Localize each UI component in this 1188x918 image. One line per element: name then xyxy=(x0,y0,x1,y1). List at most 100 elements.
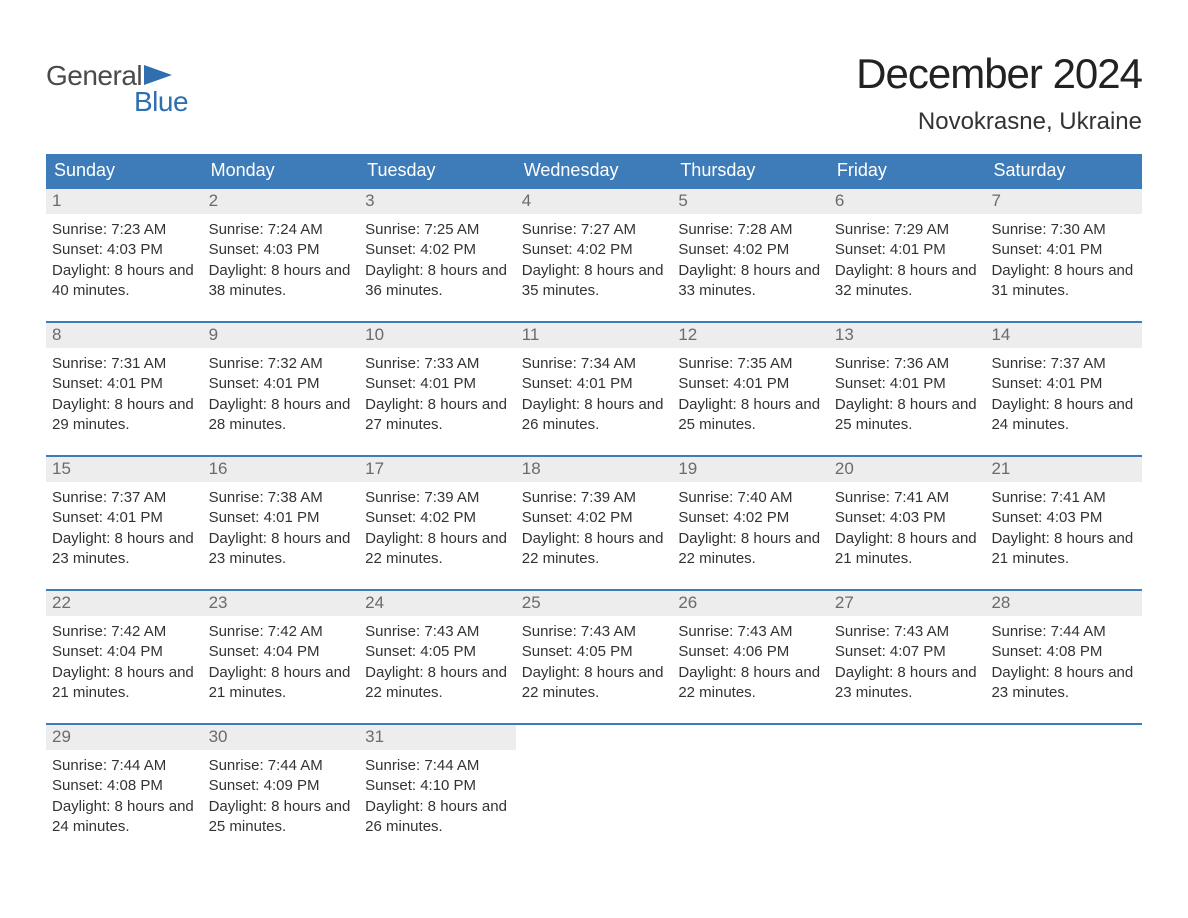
day-number: 16 xyxy=(203,457,360,482)
daylight-line: Daylight: 8 hours and 23 minutes. xyxy=(835,663,980,704)
sunrise-line: Sunrise: 7:44 AM xyxy=(991,622,1136,642)
calendar-day: 7Sunrise: 7:30 AMSunset: 4:01 PMDaylight… xyxy=(985,189,1142,307)
sunrise-line: Sunrise: 7:24 AM xyxy=(209,220,354,240)
calendar-week: 1Sunrise: 7:23 AMSunset: 4:03 PMDaylight… xyxy=(46,187,1142,307)
day-number: 8 xyxy=(46,323,203,348)
day-number: 5 xyxy=(672,189,829,214)
calendar-day: 14Sunrise: 7:37 AMSunset: 4:01 PMDayligh… xyxy=(985,323,1142,441)
calendar: Sunday Monday Tuesday Wednesday Thursday… xyxy=(46,154,1142,843)
calendar-day: 13Sunrise: 7:36 AMSunset: 4:01 PMDayligh… xyxy=(829,323,986,441)
calendar-day: 21Sunrise: 7:41 AMSunset: 4:03 PMDayligh… xyxy=(985,457,1142,575)
sunrise-line: Sunrise: 7:40 AM xyxy=(678,488,823,508)
logo: General Blue xyxy=(46,50,188,118)
daylight-line: Daylight: 8 hours and 23 minutes. xyxy=(991,663,1136,704)
day-number: 1 xyxy=(46,189,203,214)
day-details: Sunrise: 7:27 AMSunset: 4:02 PMDaylight:… xyxy=(516,214,673,307)
day-number: 2 xyxy=(203,189,360,214)
day-number: 7 xyxy=(985,189,1142,214)
sunset-line: Sunset: 4:08 PM xyxy=(52,776,197,796)
day-number: 6 xyxy=(829,189,986,214)
sunrise-line: Sunrise: 7:30 AM xyxy=(991,220,1136,240)
day-details: Sunrise: 7:30 AMSunset: 4:01 PMDaylight:… xyxy=(985,214,1142,307)
sunrise-line: Sunrise: 7:37 AM xyxy=(52,488,197,508)
sunset-line: Sunset: 4:02 PM xyxy=(522,240,667,260)
sunrise-line: Sunrise: 7:25 AM xyxy=(365,220,510,240)
weekday-header: Friday xyxy=(829,154,986,187)
calendar-day: 20Sunrise: 7:41 AMSunset: 4:03 PMDayligh… xyxy=(829,457,986,575)
sunset-line: Sunset: 4:04 PM xyxy=(209,642,354,662)
calendar-day: 5Sunrise: 7:28 AMSunset: 4:02 PMDaylight… xyxy=(672,189,829,307)
daylight-line: Daylight: 8 hours and 27 minutes. xyxy=(365,395,510,436)
calendar-day: 25Sunrise: 7:43 AMSunset: 4:05 PMDayligh… xyxy=(516,591,673,709)
sunset-line: Sunset: 4:05 PM xyxy=(365,642,510,662)
day-details: Sunrise: 7:35 AMSunset: 4:01 PMDaylight:… xyxy=(672,348,829,441)
daylight-line: Daylight: 8 hours and 25 minutes. xyxy=(209,797,354,838)
sunset-line: Sunset: 4:01 PM xyxy=(209,508,354,528)
sunrise-line: Sunrise: 7:42 AM xyxy=(52,622,197,642)
day-details: Sunrise: 7:39 AMSunset: 4:02 PMDaylight:… xyxy=(359,482,516,575)
sunset-line: Sunset: 4:04 PM xyxy=(52,642,197,662)
day-details: Sunrise: 7:29 AMSunset: 4:01 PMDaylight:… xyxy=(829,214,986,307)
weekday-header: Sunday xyxy=(46,154,203,187)
calendar-day: 16Sunrise: 7:38 AMSunset: 4:01 PMDayligh… xyxy=(203,457,360,575)
day-details: Sunrise: 7:44 AMSunset: 4:08 PMDaylight:… xyxy=(46,750,203,843)
day-number: 17 xyxy=(359,457,516,482)
sunrise-line: Sunrise: 7:44 AM xyxy=(365,756,510,776)
day-details: Sunrise: 7:33 AMSunset: 4:01 PMDaylight:… xyxy=(359,348,516,441)
calendar-day: 23Sunrise: 7:42 AMSunset: 4:04 PMDayligh… xyxy=(203,591,360,709)
day-details: Sunrise: 7:44 AMSunset: 4:09 PMDaylight:… xyxy=(203,750,360,843)
sunset-line: Sunset: 4:10 PM xyxy=(365,776,510,796)
day-details: Sunrise: 7:39 AMSunset: 4:02 PMDaylight:… xyxy=(516,482,673,575)
daylight-line: Daylight: 8 hours and 35 minutes. xyxy=(522,261,667,302)
sunset-line: Sunset: 4:08 PM xyxy=(991,642,1136,662)
day-details: Sunrise: 7:41 AMSunset: 4:03 PMDaylight:… xyxy=(829,482,986,575)
day-details: Sunrise: 7:34 AMSunset: 4:01 PMDaylight:… xyxy=(516,348,673,441)
daylight-line: Daylight: 8 hours and 21 minutes. xyxy=(835,529,980,570)
sunset-line: Sunset: 4:01 PM xyxy=(991,374,1136,394)
sunrise-line: Sunrise: 7:27 AM xyxy=(522,220,667,240)
sunset-line: Sunset: 4:01 PM xyxy=(52,374,197,394)
sunrise-line: Sunrise: 7:32 AM xyxy=(209,354,354,374)
sunset-line: Sunset: 4:01 PM xyxy=(835,240,980,260)
day-number: 25 xyxy=(516,591,673,616)
daylight-line: Daylight: 8 hours and 21 minutes. xyxy=(52,663,197,704)
day-number: 19 xyxy=(672,457,829,482)
calendar-week: 8Sunrise: 7:31 AMSunset: 4:01 PMDaylight… xyxy=(46,321,1142,441)
daylight-line: Daylight: 8 hours and 22 minutes. xyxy=(678,663,823,704)
calendar-day: 3Sunrise: 7:25 AMSunset: 4:02 PMDaylight… xyxy=(359,189,516,307)
calendar-day: 18Sunrise: 7:39 AMSunset: 4:02 PMDayligh… xyxy=(516,457,673,575)
sunrise-line: Sunrise: 7:37 AM xyxy=(991,354,1136,374)
calendar-day: 29Sunrise: 7:44 AMSunset: 4:08 PMDayligh… xyxy=(46,725,203,843)
day-details: Sunrise: 7:37 AMSunset: 4:01 PMDaylight:… xyxy=(985,348,1142,441)
calendar-day: 1Sunrise: 7:23 AMSunset: 4:03 PMDaylight… xyxy=(46,189,203,307)
calendar-day xyxy=(516,725,673,843)
calendar-day xyxy=(672,725,829,843)
calendar-day xyxy=(985,725,1142,843)
calendar-day xyxy=(829,725,986,843)
sunrise-line: Sunrise: 7:36 AM xyxy=(835,354,980,374)
calendar-day: 22Sunrise: 7:42 AMSunset: 4:04 PMDayligh… xyxy=(46,591,203,709)
day-details: Sunrise: 7:38 AMSunset: 4:01 PMDaylight:… xyxy=(203,482,360,575)
sunrise-line: Sunrise: 7:31 AM xyxy=(52,354,197,374)
day-number: 4 xyxy=(516,189,673,214)
sunrise-line: Sunrise: 7:44 AM xyxy=(52,756,197,776)
day-details: Sunrise: 7:28 AMSunset: 4:02 PMDaylight:… xyxy=(672,214,829,307)
daylight-line: Daylight: 8 hours and 22 minutes. xyxy=(365,529,510,570)
day-number: 26 xyxy=(672,591,829,616)
day-number: 24 xyxy=(359,591,516,616)
day-details: Sunrise: 7:24 AMSunset: 4:03 PMDaylight:… xyxy=(203,214,360,307)
day-details: Sunrise: 7:37 AMSunset: 4:01 PMDaylight:… xyxy=(46,482,203,575)
day-details: Sunrise: 7:41 AMSunset: 4:03 PMDaylight:… xyxy=(985,482,1142,575)
page-title: December 2024 xyxy=(856,50,1142,98)
logo-text-blue: Blue xyxy=(134,86,188,118)
daylight-line: Daylight: 8 hours and 24 minutes. xyxy=(52,797,197,838)
sunrise-line: Sunrise: 7:35 AM xyxy=(678,354,823,374)
day-number: 13 xyxy=(829,323,986,348)
day-details: Sunrise: 7:43 AMSunset: 4:06 PMDaylight:… xyxy=(672,616,829,709)
daylight-line: Daylight: 8 hours and 22 minutes. xyxy=(522,663,667,704)
sunrise-line: Sunrise: 7:41 AM xyxy=(991,488,1136,508)
calendar-day: 31Sunrise: 7:44 AMSunset: 4:10 PMDayligh… xyxy=(359,725,516,843)
day-number: 23 xyxy=(203,591,360,616)
day-details: Sunrise: 7:23 AMSunset: 4:03 PMDaylight:… xyxy=(46,214,203,307)
calendar-day: 8Sunrise: 7:31 AMSunset: 4:01 PMDaylight… xyxy=(46,323,203,441)
